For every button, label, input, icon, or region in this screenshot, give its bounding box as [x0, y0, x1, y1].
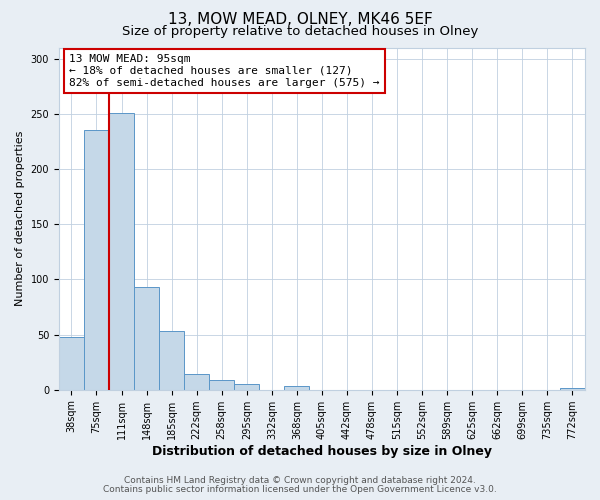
Bar [284, 386, 310, 390]
Bar [234, 384, 259, 390]
Bar [134, 287, 159, 390]
Text: Size of property relative to detached houses in Olney: Size of property relative to detached ho… [122, 25, 478, 38]
Bar [109, 112, 134, 390]
Y-axis label: Number of detached properties: Number of detached properties [15, 131, 25, 306]
Bar [159, 331, 184, 390]
Text: Contains HM Land Registry data © Crown copyright and database right 2024.: Contains HM Land Registry data © Crown c… [124, 476, 476, 485]
Text: 13 MOW MEAD: 95sqm
← 18% of detached houses are smaller (127)
82% of semi-detach: 13 MOW MEAD: 95sqm ← 18% of detached hou… [70, 54, 380, 88]
X-axis label: Distribution of detached houses by size in Olney: Distribution of detached houses by size … [152, 444, 492, 458]
Text: Contains public sector information licensed under the Open Government Licence v3: Contains public sector information licen… [103, 484, 497, 494]
Text: 13, MOW MEAD, OLNEY, MK46 5EF: 13, MOW MEAD, OLNEY, MK46 5EF [167, 12, 433, 28]
Bar [59, 336, 84, 390]
Bar [209, 380, 234, 390]
Bar [184, 374, 209, 390]
Bar [84, 130, 109, 390]
Bar [560, 388, 585, 390]
